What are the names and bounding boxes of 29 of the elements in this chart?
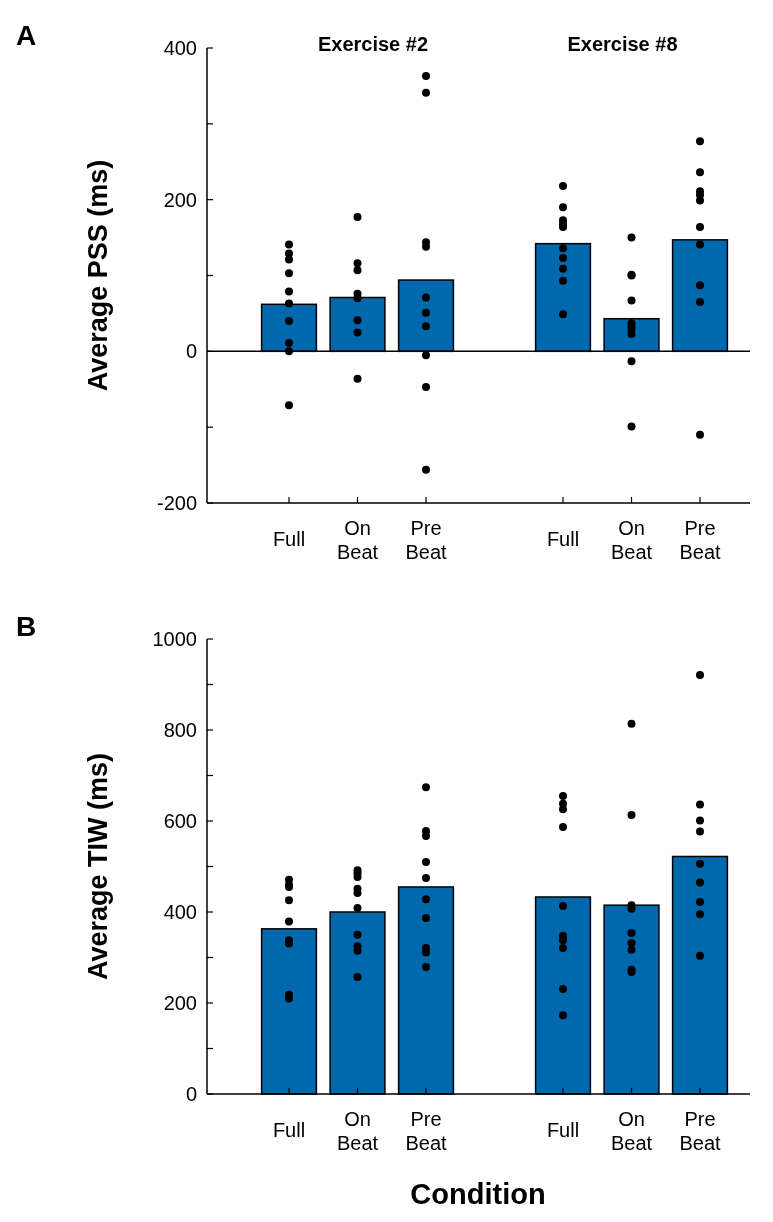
x-tick-label: Full	[546, 528, 580, 550]
y-tick-label: 1000	[152, 628, 197, 650]
x-tick-label: Pre Beat	[405, 1108, 448, 1154]
y-tick-label: -200	[156, 492, 197, 514]
y-tick-label: 600	[163, 810, 197, 832]
x-tick-label: Full	[546, 1119, 580, 1141]
y-axis-title: Average TIW (ms)	[83, 752, 113, 981]
x-tick-label: Pre Beat	[405, 517, 448, 563]
chart-title: Exercise #8	[567, 33, 678, 55]
x-tick-label: On Beat	[336, 517, 379, 563]
y-tick-label: 200	[163, 992, 197, 1014]
x-tick-label: Full	[272, 1119, 306, 1141]
chart-title: Exercise #2	[317, 33, 429, 55]
x-axis-title: Condition	[410, 1178, 546, 1210]
x-tick-label: Pre Beat	[679, 1108, 722, 1154]
text: B	[16, 611, 37, 642]
x-tick-label: On Beat	[336, 1108, 379, 1154]
x-tick-label: Pre Beat	[679, 517, 722, 563]
y-tick-label: 400	[163, 37, 197, 59]
x-tick-label: On Beat	[610, 1108, 653, 1154]
text: A	[16, 20, 37, 51]
y-tick-label: 800	[163, 719, 197, 741]
y-tick-label: 200	[163, 188, 197, 211]
y-tick-label: 400	[163, 901, 197, 923]
y-axis-title: Average PSS (ms)	[83, 159, 113, 392]
x-tick-label: On Beat	[610, 517, 653, 563]
y-tick-label: 0	[185, 340, 197, 363]
y-tick-label: 0	[185, 1083, 197, 1105]
x-tick-label: Full	[272, 528, 306, 550]
